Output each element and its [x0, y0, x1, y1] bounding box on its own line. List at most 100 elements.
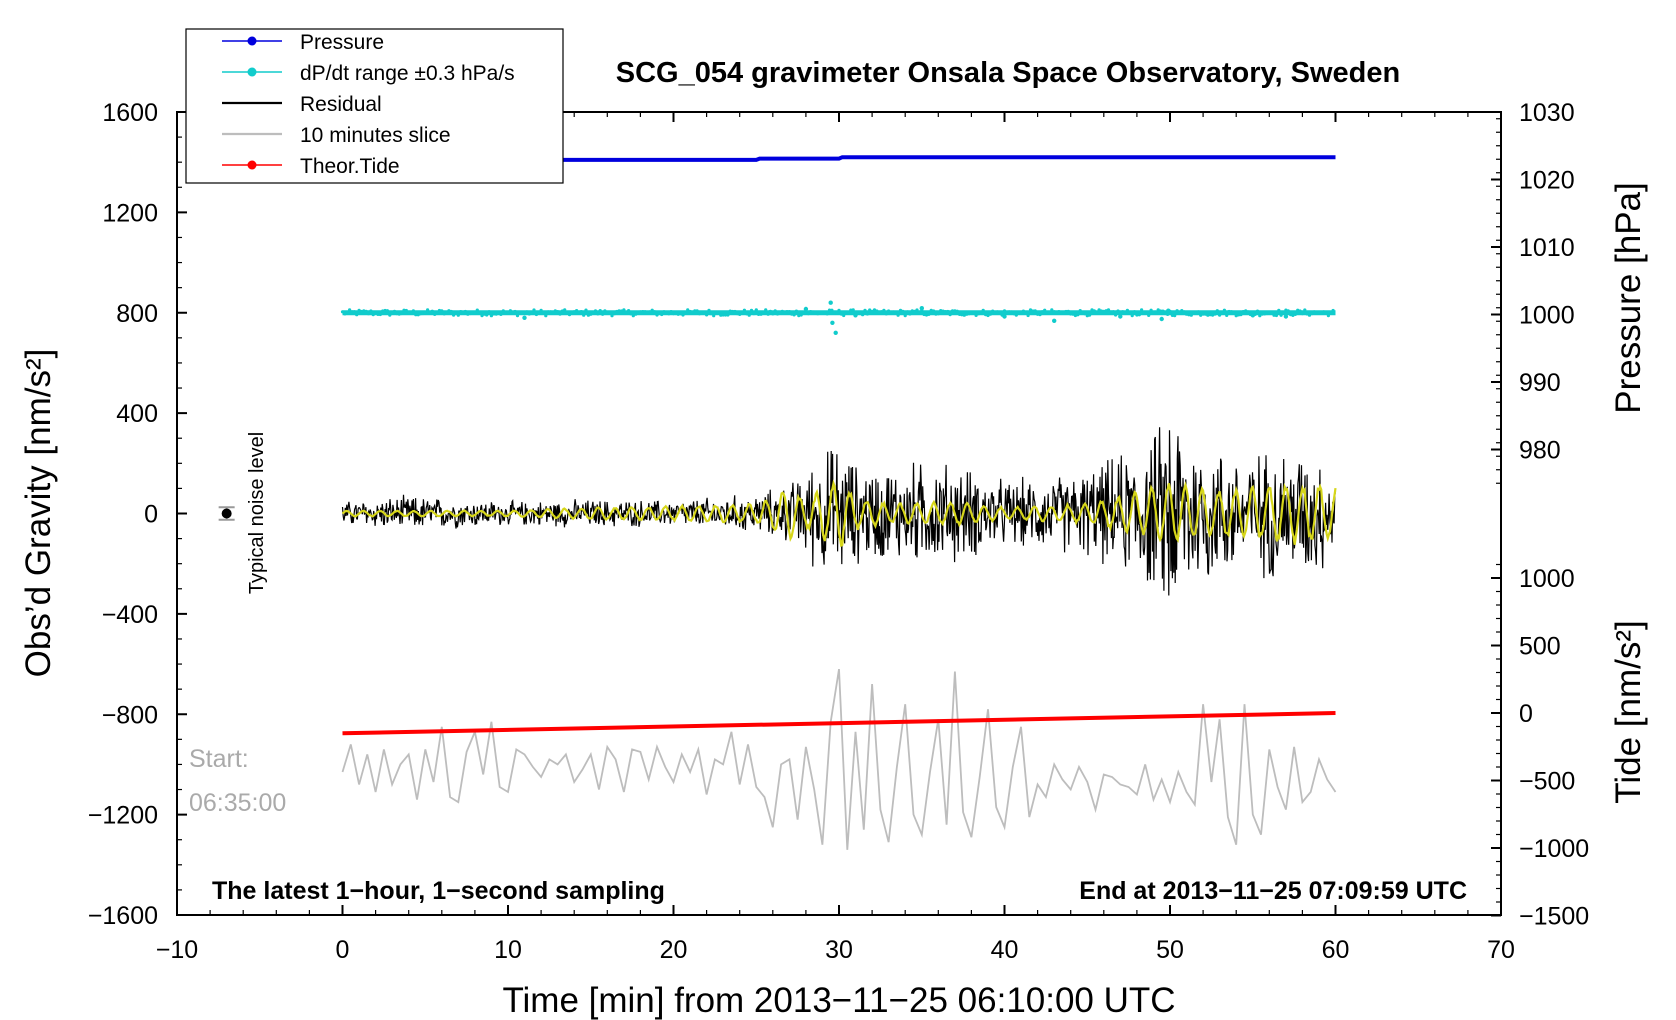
dpdt-point — [641, 310, 645, 314]
dpdt-point — [1033, 309, 1037, 313]
dpdt-point — [811, 310, 815, 314]
dpdt-point — [1180, 309, 1184, 313]
dpdt-point — [437, 308, 441, 313]
dpdt-point — [1298, 309, 1302, 313]
dpdt-point — [1199, 313, 1203, 317]
series-residual — [341, 427, 1337, 596]
dpdt-point — [1246, 310, 1250, 314]
dpdt-point — [1043, 308, 1047, 312]
dpdt-point — [1076, 313, 1080, 317]
dpdt-point — [716, 311, 721, 315]
dpdt-point — [915, 308, 919, 312]
dpdt-point — [1050, 308, 1054, 312]
dpdt-point — [785, 310, 789, 314]
dpdt-point — [546, 310, 550, 314]
dpdt-point — [995, 310, 1000, 314]
dpdt-point — [1208, 313, 1212, 317]
dpdt-point — [610, 314, 614, 318]
dpdt-point — [612, 312, 617, 316]
dpdt-point — [603, 309, 607, 313]
dpdt-point — [513, 309, 517, 314]
dpdt-point — [889, 310, 893, 314]
dpdt-point — [1310, 312, 1314, 316]
dpdt-point — [622, 308, 626, 312]
legend-box — [185, 28, 564, 184]
dpdt-point — [875, 309, 879, 313]
dpdt-point — [948, 313, 952, 317]
dpdt-point — [695, 309, 699, 313]
dpdt-point — [624, 310, 628, 314]
dpdt-point — [466, 312, 470, 316]
dpdt-point — [1281, 311, 1286, 315]
dpdt-point — [709, 312, 713, 316]
dpdt-point — [1324, 310, 1328, 315]
series-10min-slice — [341, 668, 1337, 850]
dpdt-point — [1088, 313, 1092, 317]
dpdt-point — [459, 310, 463, 314]
dpdt-point — [463, 309, 467, 314]
dpdt-point — [863, 308, 867, 312]
dpdt-point — [749, 308, 754, 312]
dpdt-point — [932, 309, 936, 313]
dpdt-point — [1135, 313, 1139, 317]
dpdt-point — [579, 310, 583, 314]
dpdt-point — [825, 312, 829, 316]
dpdt-point — [773, 309, 777, 313]
dpdt-point — [783, 311, 787, 315]
dpdt-point — [837, 308, 841, 312]
dpdt-point — [1040, 310, 1044, 314]
dpdt-point — [667, 312, 671, 316]
dpdt-point — [1073, 313, 1077, 318]
dpdt-point — [681, 313, 685, 317]
dpdt-point — [941, 309, 945, 313]
dpdt-point — [766, 312, 770, 316]
dpdt-outlier — [919, 306, 924, 311]
dpdt-point — [690, 311, 695, 315]
dpdt-point — [638, 310, 643, 314]
dpdt-point — [882, 308, 886, 312]
dpdt-point — [1170, 313, 1174, 317]
dpdt-point — [910, 309, 914, 313]
tide-tick-label: 500 — [1519, 633, 1561, 661]
dpdt-point — [1331, 308, 1335, 313]
x-tick-label: 0 — [336, 936, 350, 964]
dpdt-point — [407, 311, 411, 315]
dpdt-point — [1123, 311, 1127, 315]
dpdt-point — [617, 309, 621, 313]
dpdt-point — [917, 311, 922, 315]
noise-point — [221, 508, 232, 519]
noise-level-label: Typical noise level — [246, 432, 268, 594]
dpdt-point — [404, 308, 408, 313]
dpdt-point — [771, 312, 775, 316]
start-label: Start: — [189, 745, 249, 773]
dpdt-outlier — [833, 330, 838, 335]
dpdt-point — [903, 314, 907, 318]
dpdt-point — [1114, 313, 1118, 317]
dpdt-point — [1215, 309, 1219, 313]
x-tick-label: −10 — [156, 936, 198, 964]
dpdt-point — [1002, 309, 1007, 313]
dpdt-point — [577, 310, 581, 314]
tide-tick-label: −1000 — [1519, 835, 1589, 863]
dpdt-point — [629, 312, 633, 316]
dpdt-point — [1279, 313, 1283, 317]
dpdt-point — [972, 311, 976, 315]
dpdt-point — [582, 313, 586, 317]
dpdt-point — [478, 311, 482, 315]
dpdt-point — [499, 312, 503, 316]
dpdt-point — [759, 312, 763, 316]
dpdt-point — [1260, 312, 1264, 316]
dpdt-point — [723, 313, 728, 317]
dpdt-point — [648, 310, 652, 314]
dpdt-point — [1066, 309, 1070, 313]
dpdt-point — [1080, 311, 1085, 315]
dpdt-point — [950, 309, 955, 313]
dpdt-point — [721, 313, 725, 317]
y-axis-tide: −1500 −1000 −500 0 500 1000 — [1491, 563, 1589, 931]
dpdt-point — [551, 311, 555, 315]
dpdt-point — [655, 313, 659, 317]
dpdt-point — [605, 311, 609, 315]
dpdt-point — [1121, 310, 1125, 314]
dpdt-point — [544, 314, 548, 318]
